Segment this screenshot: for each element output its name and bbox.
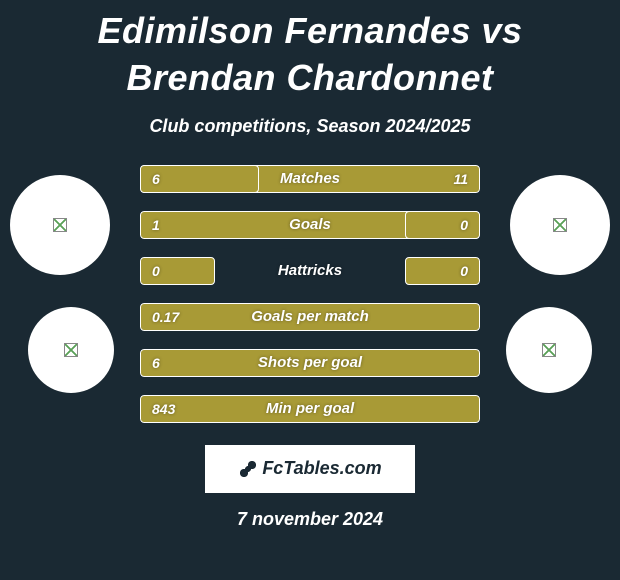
stat-row: 10Goals — [140, 211, 480, 239]
image-placeholder-icon — [64, 343, 78, 357]
stat-label: Min per goal — [140, 400, 480, 417]
stat-row: 611Matches — [140, 165, 480, 193]
page-title: Edimilson Fernandes vs Brendan Chardonne… — [0, 0, 620, 102]
stat-label: Matches — [140, 170, 480, 187]
stat-label: Shots per goal — [140, 354, 480, 371]
stat-row: 0.17Goals per match — [140, 303, 480, 331]
stat-label: Hattricks — [140, 262, 480, 279]
stat-label: Goals per match — [140, 308, 480, 325]
stat-row: 00Hattricks — [140, 257, 480, 285]
chart-icon — [238, 459, 258, 479]
comparison-panel: 611Matches 10Goals 00Hattricks 0.17Goals pe… — [0, 165, 620, 423]
date-label: 7 november 2024 — [0, 509, 620, 530]
image-placeholder-icon — [542, 343, 556, 357]
image-placeholder-icon — [553, 218, 567, 232]
subtitle: Club competitions, Season 2024/2025 — [0, 116, 620, 137]
player1-avatar — [10, 175, 110, 275]
club2-avatar — [506, 307, 592, 393]
player2-avatar — [510, 175, 610, 275]
source-logo: FcTables.com — [205, 445, 415, 493]
stat-label: Goals — [140, 216, 480, 233]
stat-row: 6Shots per goal — [140, 349, 480, 377]
logo-text: FcTables.com — [262, 458, 381, 479]
image-placeholder-icon — [53, 218, 67, 232]
stats-list: 611Matches 10Goals 00Hattricks 0.17Goals pe… — [140, 165, 480, 423]
club1-avatar — [28, 307, 114, 393]
stat-row: 843Min per goal — [140, 395, 480, 423]
